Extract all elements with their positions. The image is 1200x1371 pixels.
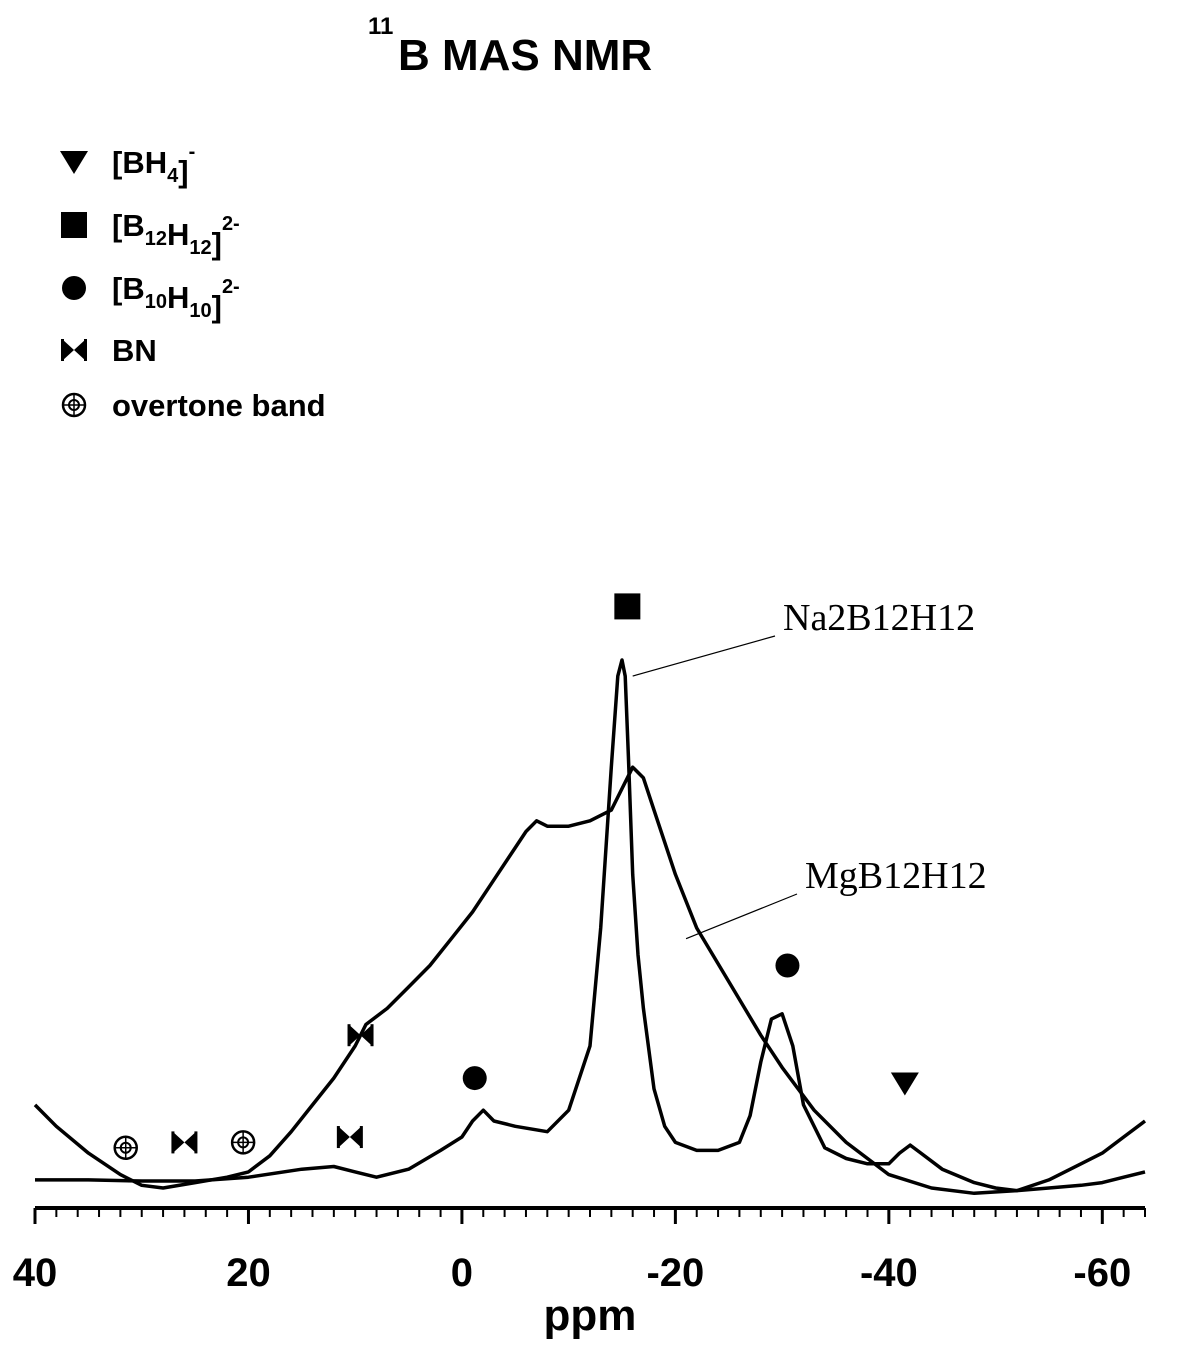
legend-entry-label: [BH4]-	[112, 141, 195, 189]
peak-marker-circle	[775, 953, 800, 978]
chart-title: 11B MAS NMR	[368, 13, 652, 80]
x-tick-label: -40	[860, 1251, 918, 1295]
x-tick-label: -60	[1073, 1251, 1131, 1295]
legend-entry-label: [B10H10]2-	[112, 271, 240, 324]
legend-marker-bowtie	[61, 339, 87, 361]
peak-marker-square	[614, 593, 641, 620]
legend-entry-label: overtone band	[112, 388, 326, 423]
legend-marker-triangle-down	[60, 151, 88, 174]
chart-title-text: B MAS NMR	[398, 31, 652, 80]
peak-marker-bowtie	[171, 1131, 198, 1154]
peak-marker-circle	[462, 1066, 487, 1091]
legend-marker-square	[61, 212, 87, 238]
peak-marker-circle-cross	[230, 1130, 256, 1155]
peak-marker-bowtie	[347, 1024, 374, 1047]
x-tick-label: -20	[646, 1251, 704, 1295]
series-label-leader	[685, 893, 798, 940]
series-label-leader	[632, 635, 776, 677]
peak-marker-bowtie	[336, 1126, 363, 1149]
x-tick-label: 0	[451, 1251, 473, 1295]
legend-entry-label: BN	[112, 333, 157, 368]
x-axis: 40 20 0 -20 -40 -60 ppm	[13, 1206, 1146, 1340]
series-label-Na2B12H12: Na2B12H12	[783, 597, 975, 639]
series-line-MgB12H12	[33, 765, 1147, 1196]
legend: [BH4]- [B12H12]2- [B10H10]2- BN overtone ban…	[60, 141, 326, 423]
legend-marker-circle-cross	[61, 392, 87, 418]
x-tick-label: 20	[226, 1251, 271, 1295]
series-label-MgB12H12: MgB12H12	[805, 855, 987, 897]
plot-area: Na2B12H12 MgB12H12	[33, 593, 1147, 1196]
legend-marker-circle	[62, 276, 86, 300]
peak-marker-triangle-down	[890, 1072, 919, 1096]
x-axis-title: ppm	[544, 1291, 637, 1340]
legend-entry-label: [B12H12]2-	[112, 208, 240, 261]
chart-title-superscript: 11	[368, 13, 393, 40]
peak-marker-circle-cross	[113, 1135, 138, 1161]
series-line-Na2B12H12	[35, 658, 1146, 1193]
x-tick-label: 40	[13, 1251, 58, 1295]
